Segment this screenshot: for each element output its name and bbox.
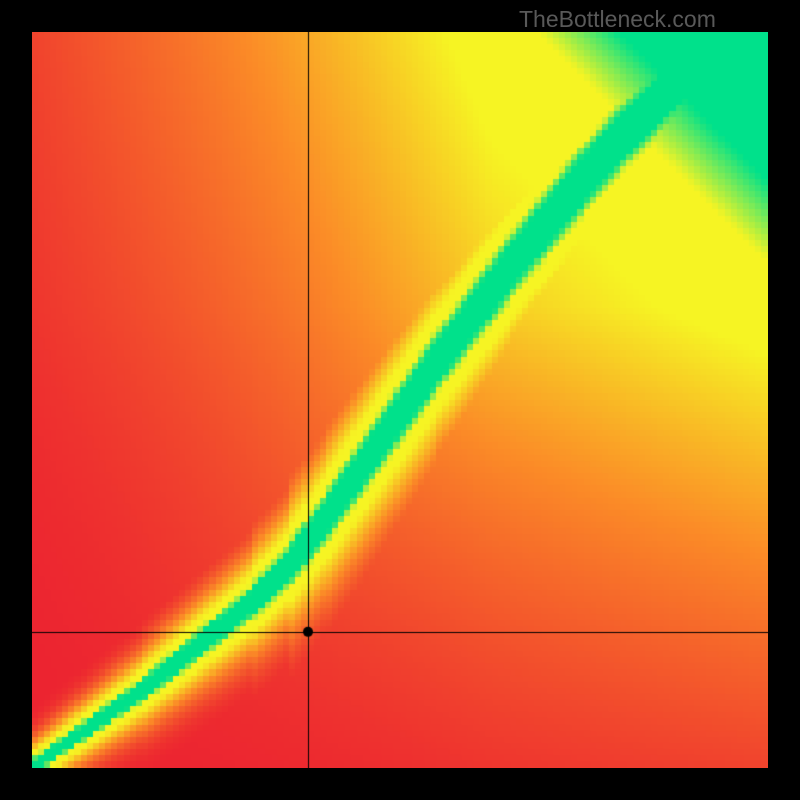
bottleneck-heatmap (32, 32, 768, 768)
chart-container: TheBottleneck.com (0, 0, 800, 800)
watermark-text: TheBottleneck.com (519, 6, 716, 33)
